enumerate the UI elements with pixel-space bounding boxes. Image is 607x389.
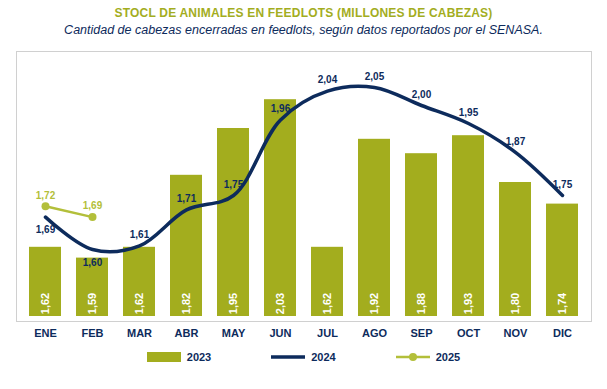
svg-text:1,75: 1,75 bbox=[224, 179, 244, 190]
svg-text:1,72: 1,72 bbox=[36, 190, 56, 201]
svg-text:1,74: 1,74 bbox=[556, 292, 568, 314]
svg-text:AGO: AGO bbox=[362, 327, 388, 339]
svg-text:1,69: 1,69 bbox=[36, 224, 56, 235]
svg-text:FEB: FEB bbox=[82, 327, 104, 339]
svg-text:NOV: NOV bbox=[504, 327, 529, 339]
svg-text:DIC: DIC bbox=[553, 327, 572, 339]
svg-text:1,59: 1,59 bbox=[86, 293, 98, 314]
svg-text:SEP: SEP bbox=[410, 327, 432, 339]
svg-text:1,62: 1,62 bbox=[321, 293, 333, 314]
html-text:2023: 2023 bbox=[186, 351, 212, 363]
svg-text:ABR: ABR bbox=[175, 327, 199, 339]
svg-text:ENE: ENE bbox=[34, 327, 57, 339]
svg-text:2,00: 2,00 bbox=[412, 89, 432, 100]
html-text:STOCL DE ANIMALES EN FEEDLOTS: STOCL DE ANIMALES EN FEEDLOTS (MILLONES … bbox=[114, 6, 493, 20]
html-text:2024: 2024 bbox=[311, 351, 336, 363]
svg-text:1,95: 1,95 bbox=[227, 293, 239, 314]
svg-text:JUN: JUN bbox=[269, 327, 291, 339]
svg-text:1,62: 1,62 bbox=[39, 293, 51, 314]
svg-text:JUL: JUL bbox=[317, 327, 338, 339]
svg-text:1,75: 1,75 bbox=[553, 179, 573, 190]
svg-text:1,62: 1,62 bbox=[133, 293, 145, 314]
svg-text:2,04: 2,04 bbox=[318, 74, 338, 85]
svg-text:1,80: 1,80 bbox=[509, 293, 521, 314]
svg-text:1,87: 1,87 bbox=[506, 136, 526, 147]
html-text:Cantidad de cabezas encerradas: Cantidad de cabezas encerradas en feedlo… bbox=[64, 23, 543, 37]
svg-text:1,88: 1,88 bbox=[415, 293, 427, 314]
svg-text:1,82: 1,82 bbox=[180, 293, 192, 314]
svg-text:MAR: MAR bbox=[127, 327, 152, 339]
svg-text:1,71: 1,71 bbox=[177, 193, 197, 204]
svg-text:1,60: 1,60 bbox=[83, 257, 103, 268]
svg-text:1,93: 1,93 bbox=[462, 293, 474, 314]
svg-text:2,03: 2,03 bbox=[274, 293, 286, 314]
svg-text:1,61: 1,61 bbox=[130, 229, 150, 240]
svg-text:1,95: 1,95 bbox=[459, 107, 479, 118]
svg-text:MAY: MAY bbox=[222, 327, 246, 339]
html-text:2025: 2025 bbox=[435, 351, 461, 363]
svg-text:1,92: 1,92 bbox=[368, 293, 380, 314]
svg-text:1,69: 1,69 bbox=[83, 200, 103, 211]
svg-text:OCT: OCT bbox=[457, 327, 481, 339]
svg-text:2,05: 2,05 bbox=[365, 71, 385, 82]
svg-text:1,96: 1,96 bbox=[271, 103, 291, 114]
